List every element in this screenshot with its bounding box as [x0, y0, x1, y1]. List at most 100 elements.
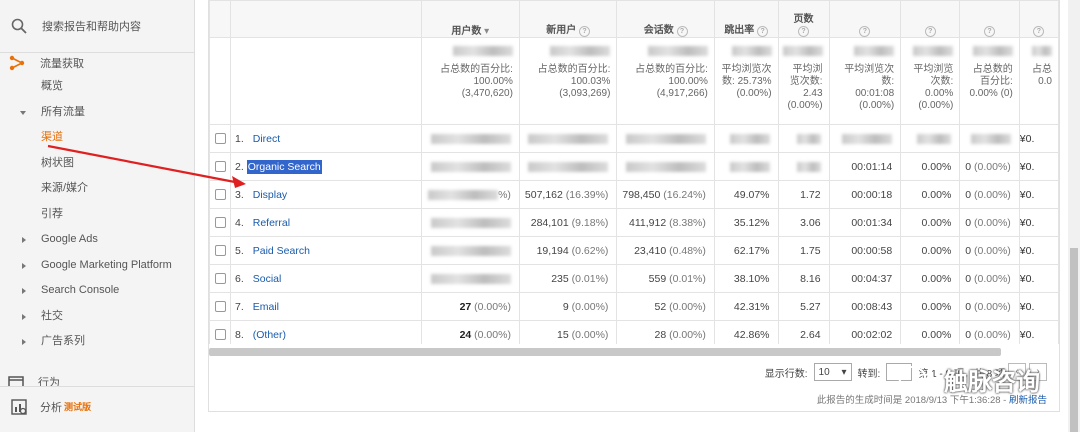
redacted-value [782, 46, 823, 56]
value-cell: ¥0. [1018, 320, 1059, 344]
users-value: 27 [459, 300, 472, 313]
row-checkbox[interactable] [214, 217, 226, 229]
refresh-report-link[interactable]: 刷新报告 [1008, 395, 1047, 406]
channel-link[interactable]: Paid Search [252, 244, 310, 257]
header-value[interactable]: ? [1018, 0, 1059, 38]
header-channel-cell [230, 0, 422, 38]
scrollbar-thumb[interactable] [1070, 248, 1078, 432]
row-checkbox[interactable] [214, 161, 226, 173]
bounce-cell [713, 124, 779, 153]
horizontal-scrollbar[interactable] [209, 348, 1001, 356]
goals-cell: 0 (0.00%) [959, 236, 1020, 265]
header-users[interactable]: 用户数 ▾ [420, 0, 520, 38]
help-icon[interactable]: ? [579, 26, 591, 37]
channel-cell: 1. Direct [230, 124, 422, 153]
analysis-link[interactable]: 分析 测试版 [0, 386, 194, 426]
table-row[interactable]: 7. Email 27 (0.00%) 9 (0.00%) 52 (0.00%) 42.… [209, 292, 1059, 321]
summary-cell: 占总数的百分比: 100.00% (3,470,620) [420, 37, 520, 125]
sidebar-item-0[interactable]: 概览 [41, 80, 63, 92]
sidebar-item-10[interactable]: 广告系列 [0, 329, 194, 355]
channel-link[interactable]: Direct [252, 132, 281, 145]
checkbox-cell[interactable] [209, 152, 232, 181]
sidebar-item-9[interactable]: 社交 [0, 304, 194, 330]
report-search[interactable]: 搜索报告和帮助内容 [0, 0, 194, 53]
checkbox-cell[interactable] [209, 292, 232, 321]
sidebar-item-2[interactable]: 渠道 [41, 131, 63, 143]
bounce-cell: 35.12% [713, 208, 779, 237]
prev-page-button[interactable]: ‹ [1008, 363, 1026, 381]
help-icon[interactable]: ? [757, 26, 769, 37]
redacted-value [430, 133, 511, 144]
table-row[interactable]: 6. Social 235 (0.01%) 559 (0.01%) 38.10% 8.1… [209, 264, 1059, 293]
sessions-cell: 798,450 (16.24%) [616, 180, 715, 209]
header-new-users[interactable]: 新用户 ? [518, 0, 618, 38]
help-icon[interactable]: ? [1033, 26, 1045, 37]
sessions-cell: 52 (0.00%) [616, 292, 715, 321]
table-row[interactable]: 4. Referral 284,101 (9.18%) 411,912 (8.38%… [209, 208, 1059, 237]
channel-cell: 8. (Other) [230, 320, 422, 344]
table-row[interactable]: 3. Display%) 507,162 (16.39%) 798,450 (16.… [209, 180, 1059, 209]
checkbox-cell[interactable] [209, 264, 232, 293]
header-sessions[interactable]: 会话数 ? [616, 0, 715, 38]
row-checkbox[interactable] [214, 245, 226, 257]
next-page-button[interactable]: › [1029, 363, 1047, 381]
channel-link[interactable]: Referral [252, 216, 291, 229]
channel-link[interactable]: (Other) [252, 328, 286, 341]
sidebar-item-3[interactable]: 树状图 [41, 156, 74, 169]
pages-cell [777, 124, 830, 153]
channel-link[interactable]: Email [252, 300, 279, 313]
acquisition-section[interactable]: 流量获取 [0, 52, 194, 74]
redacted-value [731, 46, 772, 56]
users-cell: 24 (0.00%) [420, 320, 520, 344]
pages-cell: 3.06 [777, 208, 830, 237]
help-icon[interactable]: ? [798, 26, 810, 37]
pages-cell [777, 152, 830, 181]
checkbox-cell[interactable] [209, 124, 232, 153]
checkbox-cell[interactable] [209, 180, 232, 209]
table-row[interactable]: 2. Organic Search 00:01:14 0.00% 0 (0.00%) ¥… [209, 152, 1059, 181]
duration-value: 00:02:02 [851, 328, 893, 341]
sidebar-item-6[interactable]: Google Ads [0, 227, 194, 253]
conversion-cell: 0.00% [900, 236, 961, 265]
help-icon[interactable]: ? [676, 26, 688, 37]
help-icon[interactable]: ? [984, 26, 996, 37]
watermark-text: 触脉咨询 [944, 369, 1040, 396]
checkbox-cell[interactable] [209, 320, 232, 344]
row-checkbox[interactable] [214, 301, 226, 313]
sidebar-item-4[interactable]: 来源/媒介 [41, 182, 89, 194]
rows-per-page-select[interactable]: 10 ▾ [813, 363, 852, 381]
table-row[interactable]: 8. (Other) 24 (0.00%) 15 (0.00%) 28 (0.00%)… [209, 320, 1059, 344]
sidebar-item-7[interactable]: Google Marketing Platform [0, 253, 194, 279]
row-checkbox[interactable] [214, 133, 226, 145]
channel-link[interactable]: Social [252, 272, 282, 285]
summary-cell: 平均浏 览次数: 2.43 (0.00%) [777, 37, 830, 125]
rows-per-page-value: 10 [818, 366, 830, 378]
behavior-icon [8, 376, 24, 388]
vertical-scrollbar[interactable] [1068, 0, 1080, 432]
duration-value: 00:00:18 [851, 188, 893, 201]
checkbox-cell[interactable] [209, 236, 232, 265]
sidebar-item-5[interactable]: 引荐 [41, 207, 63, 220]
row-checkbox[interactable] [214, 189, 226, 201]
value-value: ¥0. [1019, 160, 1035, 173]
header-pages-label: 页数 [793, 14, 814, 25]
header-bounce[interactable]: 跳出率 ? [713, 0, 779, 38]
row-checkbox[interactable] [214, 273, 226, 285]
table-row[interactable]: 5. Paid Search 19,194 (0.62%) 23,410 (0.48… [209, 236, 1059, 265]
header-pages[interactable]: 页数? [777, 0, 830, 38]
header-goals[interactable]: ? [959, 0, 1020, 38]
channel-link[interactable]: Display [252, 188, 288, 201]
help-icon[interactable]: ? [924, 26, 936, 37]
row-checkbox[interactable] [214, 329, 226, 341]
checkbox-cell[interactable] [209, 208, 232, 237]
channel-link[interactable]: Organic Search [246, 159, 322, 174]
table-row[interactable]: 1. Direct ¥0. [209, 124, 1059, 153]
sessions-pct: (16.24%) [663, 188, 706, 201]
new-users-cell: 235 (0.01%) [518, 264, 618, 293]
header-conversion[interactable]: ? [900, 0, 961, 38]
header-duration[interactable]: ? [828, 0, 902, 38]
sidebar-item-1[interactable]: 所有流量 [0, 100, 194, 126]
help-icon[interactable]: ? [859, 26, 871, 37]
value-value: ¥0. [1019, 300, 1035, 313]
sidebar-item-8[interactable]: Search Console [0, 278, 194, 304]
